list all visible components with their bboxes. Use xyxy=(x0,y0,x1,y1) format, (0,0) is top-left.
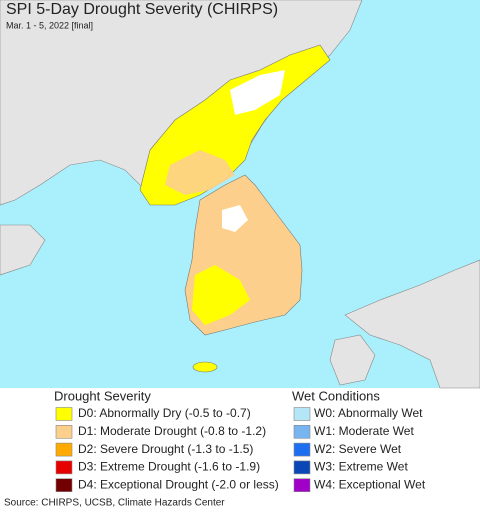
wet-legend-title: Wet Conditions xyxy=(292,388,380,403)
legend-swatch xyxy=(293,407,311,421)
legend-label: W4: Exceptional Wet xyxy=(314,477,426,491)
south-korea-normal xyxy=(222,205,248,232)
south-korea-d0 xyxy=(192,265,250,325)
subtitle: Mar. 1 - 5, 2022 [final] xyxy=(6,20,93,30)
title: SPI 5-Day Drought Severity (CHIRPS) xyxy=(6,1,278,18)
legend-swatch xyxy=(293,442,311,457)
legend: D0: Abnormally Dry (-0.5 to -0.7) D1: Mod… xyxy=(55,406,426,493)
map xyxy=(0,0,480,389)
legend-label: W1: Moderate Wet xyxy=(314,424,414,438)
liaoning-coast xyxy=(0,224,46,276)
legend-swatch xyxy=(55,424,73,439)
legend-swatch xyxy=(55,478,73,493)
legend-swatch xyxy=(55,460,73,475)
drought-legend-title: Drought Severity xyxy=(54,388,151,403)
legend-swatch xyxy=(55,442,73,457)
legend-swatch xyxy=(55,407,73,421)
legend-swatch xyxy=(293,424,311,439)
legend-label: W0: Abnormally Wet xyxy=(314,406,423,420)
north-korea-dry xyxy=(165,150,235,195)
legend-label: D2: Severe Drought (-1.3 to -1.5) xyxy=(78,442,253,456)
legend-label: D3: Extreme Drought (-1.6 to -1.9) xyxy=(78,460,260,474)
legend-label: D0: Abnormally Dry (-0.5 to -0.7) xyxy=(78,406,251,420)
legend-swatch xyxy=(293,460,311,475)
legend-label: D4: Exceptional Drought (-2.0 or less) xyxy=(78,477,279,491)
legend-label: D1: Moderate Drought (-0.8 to -1.2) xyxy=(78,424,266,438)
source: Source: CHIRPS, UCSB, Climate Hazards Ce… xyxy=(4,498,225,509)
japan xyxy=(344,259,480,389)
legend-label: W3: Extreme Wet xyxy=(314,460,408,474)
north-korea-normal xyxy=(230,70,285,115)
legend-swatch xyxy=(293,478,311,493)
legend-label: W2: Severe Wet xyxy=(314,442,402,456)
kyushu xyxy=(329,334,376,386)
jeju xyxy=(192,361,218,373)
